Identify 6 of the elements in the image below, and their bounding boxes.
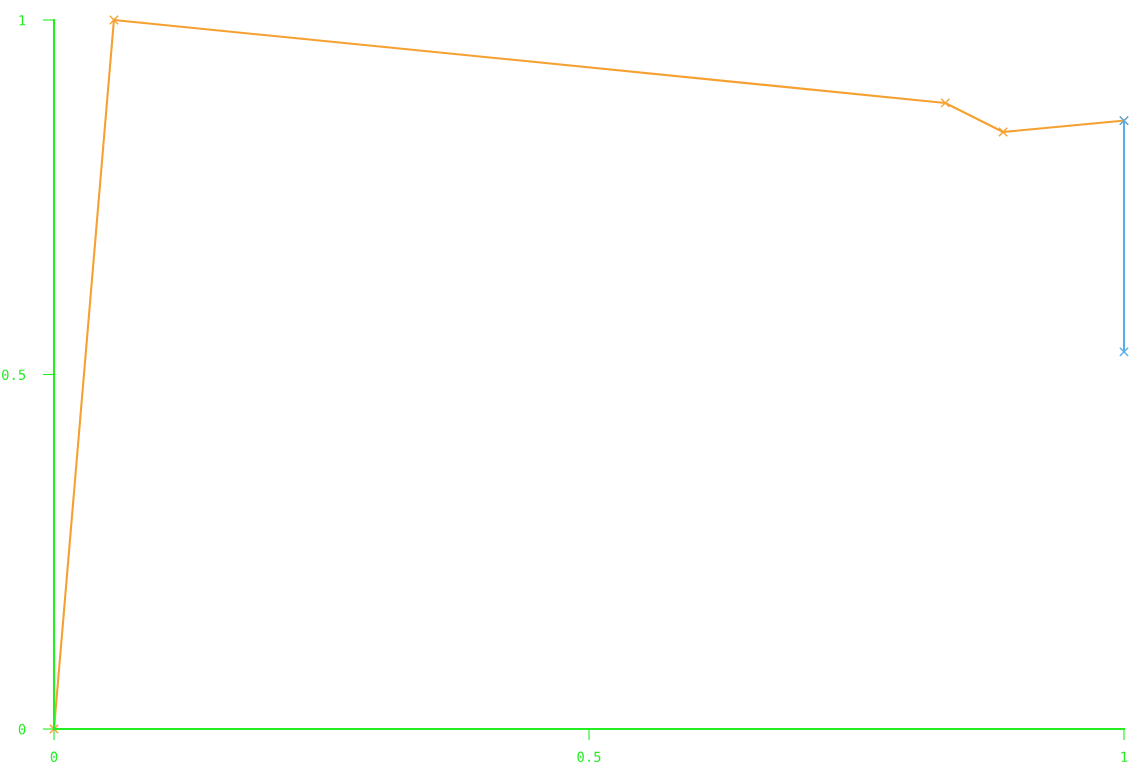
x-tick-label: 0.5 bbox=[577, 751, 601, 763]
x-tick-label: 1 bbox=[1121, 751, 1128, 762]
y-tick-label: 0.5 bbox=[2, 369, 26, 381]
y-tick-label: 0 bbox=[18, 724, 26, 735]
x-tick-label: 0 bbox=[50, 751, 58, 763]
y-tick-label: 1 bbox=[19, 15, 26, 26]
